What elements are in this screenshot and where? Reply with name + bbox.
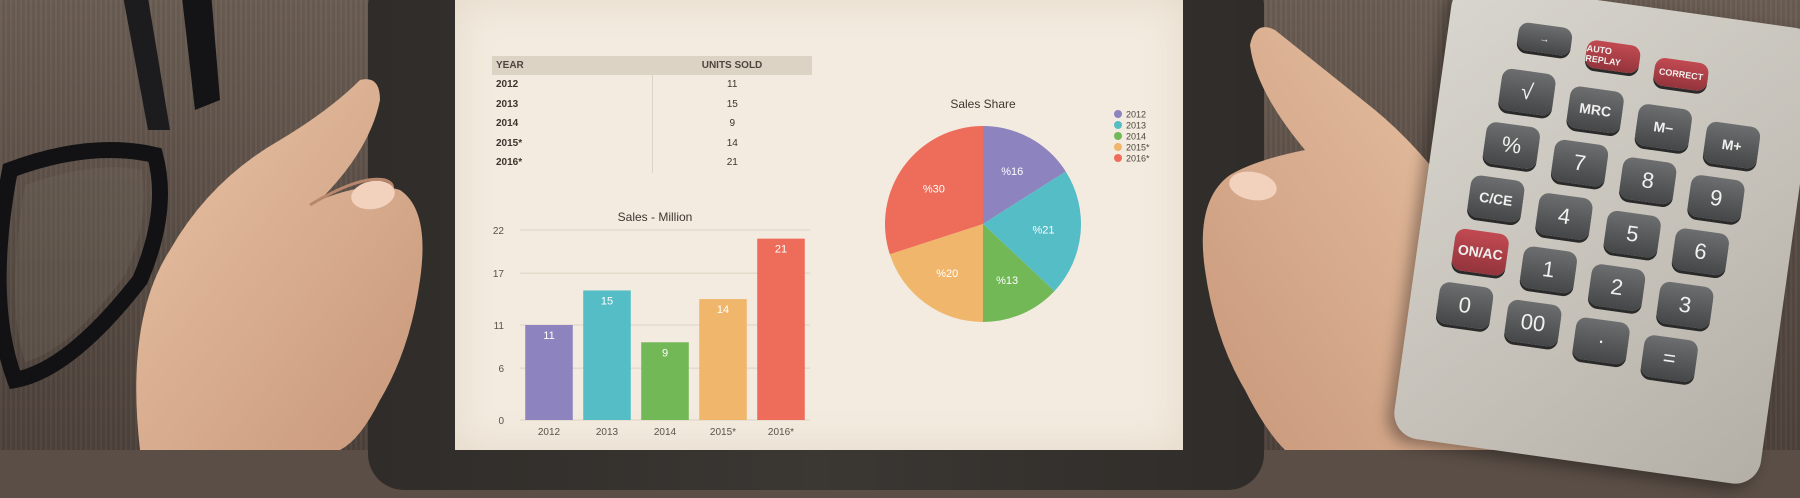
units-cell: 9	[651, 114, 813, 134]
y-tick-label: 22	[493, 226, 505, 237]
calculator-body	[1390, 0, 1800, 488]
double-zero-key: 00	[1503, 298, 1563, 348]
y-tick-label: 17	[493, 269, 505, 280]
sales-bar-chart: Sales - Million 0 6 11 17 22 11 2012 15 2013 9 2014…	[493, 210, 810, 438]
year-cell: 2015*	[496, 137, 523, 149]
two-key: 2	[1587, 262, 1647, 313]
pie-slice	[889, 224, 983, 322]
table-row: 2013 15	[492, 94, 813, 114]
percent-key: %	[1481, 120, 1542, 171]
five-key: 5	[1602, 209, 1663, 259]
equals-key: =	[1639, 333, 1700, 384]
pie-slice	[885, 126, 983, 255]
m-plus-key: M+	[1702, 120, 1762, 170]
pie-slice	[983, 224, 1055, 322]
legend-label: 2015*	[1126, 143, 1150, 153]
bar	[757, 238, 805, 420]
year-cell: 2014	[496, 118, 519, 130]
pie-data-label: %20	[936, 268, 958, 280]
x-tick-label: 2013	[596, 427, 619, 438]
legend-swatch	[1114, 154, 1122, 162]
table-row: 2016* 21	[492, 153, 812, 173]
pie-data-label: %13	[996, 275, 1018, 287]
on-ac-key: ON/AC	[1450, 227, 1511, 277]
pie-data-label: %30	[923, 183, 945, 195]
bar-data-label: 9	[662, 347, 668, 359]
year-header: YEAR	[496, 60, 524, 71]
table-row: 2012 11	[492, 75, 812, 95]
mrc-key: MRC	[1565, 85, 1625, 135]
legend-label: 2013	[1126, 121, 1146, 131]
year-cell: 2013	[496, 98, 519, 110]
table-row: 2015* 14	[492, 133, 813, 153]
legend-label: 2016*	[1126, 154, 1150, 164]
bar-chart-title: Sales - Million	[618, 210, 693, 224]
table-header: YEAR UNITS SOLD	[492, 56, 812, 75]
x-tick-label: 2015*	[710, 427, 736, 438]
units-cell: 14	[651, 133, 813, 153]
sales-table: YEAR UNITS SOLD 2012 11 2013 15 2014 9 2…	[492, 56, 812, 173]
one-key: 1	[1518, 245, 1579, 295]
table-row: 2014 9	[492, 114, 812, 134]
pie-slice	[983, 171, 1081, 292]
left-hand	[136, 79, 423, 451]
legend-swatch	[1114, 132, 1122, 140]
units-cell: 15	[651, 94, 813, 114]
y-tick-label: 0	[498, 416, 504, 427]
pie-data-label: %21	[1032, 225, 1054, 237]
bar-data-label: 21	[775, 244, 787, 256]
bar	[699, 299, 747, 420]
bar	[525, 325, 573, 420]
legend-label: 2012	[1126, 110, 1146, 120]
nine-key: 9	[1686, 173, 1746, 224]
y-tick-label: 6	[498, 364, 504, 375]
legend-swatch	[1114, 121, 1122, 129]
eyeglasses	[0, 0, 220, 390]
clear-key: C/CE	[1466, 174, 1526, 224]
year-cell: 2016*	[496, 157, 523, 169]
four-key: 4	[1534, 191, 1594, 242]
eight-key: 8	[1618, 156, 1678, 206]
units-cell: 21	[651, 153, 813, 173]
x-tick-label: 2012	[538, 427, 561, 438]
bar	[583, 290, 631, 420]
bar-data-label: 14	[717, 304, 729, 316]
bar-data-label: 11	[543, 330, 554, 342]
units-header: UNITS SOLD	[701, 60, 763, 71]
pie-chart-title: Sales Share	[950, 97, 1016, 111]
six-key: 6	[1670, 227, 1731, 277]
zero-key: 0	[1435, 280, 1495, 331]
decimal-key: ·	[1571, 316, 1631, 366]
bar	[641, 342, 689, 420]
year-cell: 2012	[496, 79, 519, 91]
y-tick-label: 11	[494, 321, 505, 332]
bar-data-label: 15	[601, 295, 613, 307]
units-cell: 11	[651, 75, 813, 95]
m-minus-key: M−	[1633, 102, 1694, 153]
three-key: 3	[1655, 280, 1715, 330]
pie-data-label: %16	[1001, 166, 1023, 178]
legend-swatch	[1114, 110, 1122, 118]
pie-slice	[983, 126, 1066, 224]
x-tick-label: 2016*	[768, 427, 794, 438]
sqrt-key: √	[1497, 67, 1557, 117]
sales-share-pie-chart: Sales Share%16%21%13%20%3020122013201420…	[885, 97, 1150, 322]
seven-key: 7	[1550, 138, 1610, 188]
legend-swatch	[1114, 143, 1122, 151]
x-tick-label: 2014	[654, 427, 677, 438]
calculator: → AUTO REPLAY CORRECT √ MRC M− M+ % 7 8 …	[1390, 0, 1800, 498]
legend-label: 2014	[1126, 132, 1146, 142]
